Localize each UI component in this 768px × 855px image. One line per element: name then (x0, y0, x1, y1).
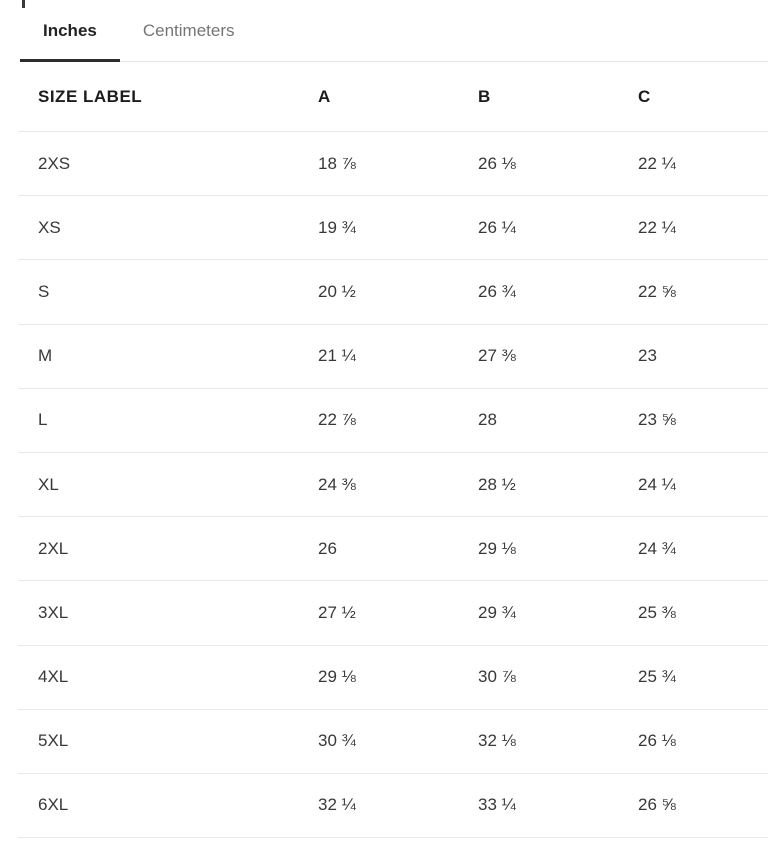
measurement-c-cell: 25 ¾ (638, 667, 676, 687)
size-table: SIZE LABEL A B C 2XS 18 ⅞ 26 ⅛ 22 ¼ XS 1… (18, 62, 768, 839)
measurement-b-cell: 30 ⅞ (478, 667, 516, 687)
cutoff-artifact (22, 0, 25, 8)
table-row: 2XL 26 29 ⅛ 24 ¾ (18, 517, 768, 582)
header-size-label: SIZE LABEL (38, 86, 143, 106)
header-col-c: C (638, 86, 651, 106)
measurement-a-cell: 26 (318, 538, 337, 558)
table-row: 3XL 27 ½ 29 ¾ 25 ⅜ (18, 581, 768, 646)
measurement-a-cell: 32 ¼ (318, 795, 356, 815)
measurement-b-cell: 29 ⅛ (478, 538, 516, 558)
table-row: 5XL 30 ¾ 32 ⅛ 26 ⅛ (18, 710, 768, 774)
table-row: 6XL 32 ¼ 33 ¼ 26 ⅝ (18, 774, 768, 839)
table-row: XL 24 ⅜ 28 ½ 24 ¼ (18, 453, 768, 518)
measurement-c-cell: 22 ¼ (638, 153, 676, 173)
tab-centimeters[interactable]: Centimeters (142, 20, 235, 40)
measurement-b-cell: 26 ¾ (478, 281, 516, 301)
tab-inches[interactable]: Inches (20, 0, 120, 62)
measurement-c-cell: 25 ⅜ (638, 602, 676, 622)
table-row: L 22 ⅞ 28 23 ⅝ (18, 389, 768, 453)
unit-tab-bar: Inches Centimeters (20, 0, 768, 62)
size-label-cell: 6XL (38, 795, 69, 815)
size-label-cell: XS (38, 217, 61, 237)
header-col-b: B (478, 86, 491, 106)
measurement-a-cell: 22 ⅞ (318, 410, 356, 430)
measurement-b-cell: 26 ⅛ (478, 153, 516, 173)
measurement-b-cell: 28 (478, 410, 497, 430)
table-row: XS 19 ¾ 26 ¼ 22 ¼ (18, 196, 768, 261)
measurement-c-cell: 22 ⅝ (638, 281, 676, 301)
measurement-a-cell: 21 ¼ (318, 346, 356, 366)
measurement-b-cell: 29 ¾ (478, 602, 516, 622)
size-label-cell: 5XL (38, 731, 69, 751)
measurement-c-cell: 26 ⅛ (638, 731, 676, 751)
measurement-c-cell: 23 (638, 346, 657, 366)
table-row: 2XS 18 ⅞ 26 ⅛ 22 ¼ (18, 132, 768, 197)
table-row: M 21 ¼ 27 ⅜ 23 (18, 325, 768, 389)
size-label-cell: 3XL (38, 602, 69, 622)
measurement-c-cell: 24 ¾ (638, 538, 676, 558)
measurement-b-cell: 28 ½ (478, 474, 516, 494)
measurement-a-cell: 18 ⅞ (318, 153, 356, 173)
measurement-c-cell: 23 ⅝ (638, 410, 676, 430)
size-label-cell: L (38, 410, 48, 430)
measurement-c-cell: 22 ¼ (638, 217, 676, 237)
header-col-a: A (318, 86, 331, 106)
measurement-a-cell: 29 ⅛ (318, 667, 356, 687)
table-row: 4XL 29 ⅛ 30 ⅞ 25 ¾ (18, 646, 768, 710)
measurement-b-cell: 26 ¼ (478, 217, 516, 237)
measurement-c-cell: 24 ¼ (638, 474, 676, 494)
table-row: S 20 ½ 26 ¾ 22 ⅝ (18, 260, 768, 325)
measurement-a-cell: 19 ¾ (318, 217, 356, 237)
measurement-b-cell: 33 ¼ (478, 795, 516, 815)
measurement-b-cell: 32 ⅛ (478, 731, 516, 751)
size-label-cell: XL (38, 474, 59, 494)
size-label-cell: M (38, 346, 53, 366)
measurement-a-cell: 30 ¾ (318, 731, 356, 751)
table-header-row: SIZE LABEL A B C (18, 62, 768, 132)
measurement-b-cell: 27 ⅜ (478, 346, 516, 366)
table-body: 2XS 18 ⅞ 26 ⅛ 22 ¼ XS 19 ¾ 26 ¼ 22 ¼ S 2… (18, 132, 768, 839)
measurement-a-cell: 20 ½ (318, 281, 356, 301)
measurement-a-cell: 27 ½ (318, 602, 356, 622)
size-label-cell: S (38, 281, 50, 301)
measurement-a-cell: 24 ⅜ (318, 474, 356, 494)
size-label-cell: 2XL (38, 538, 69, 558)
size-label-cell: 2XS (38, 153, 71, 173)
size-label-cell: 4XL (38, 667, 69, 687)
measurement-c-cell: 26 ⅝ (638, 795, 676, 815)
